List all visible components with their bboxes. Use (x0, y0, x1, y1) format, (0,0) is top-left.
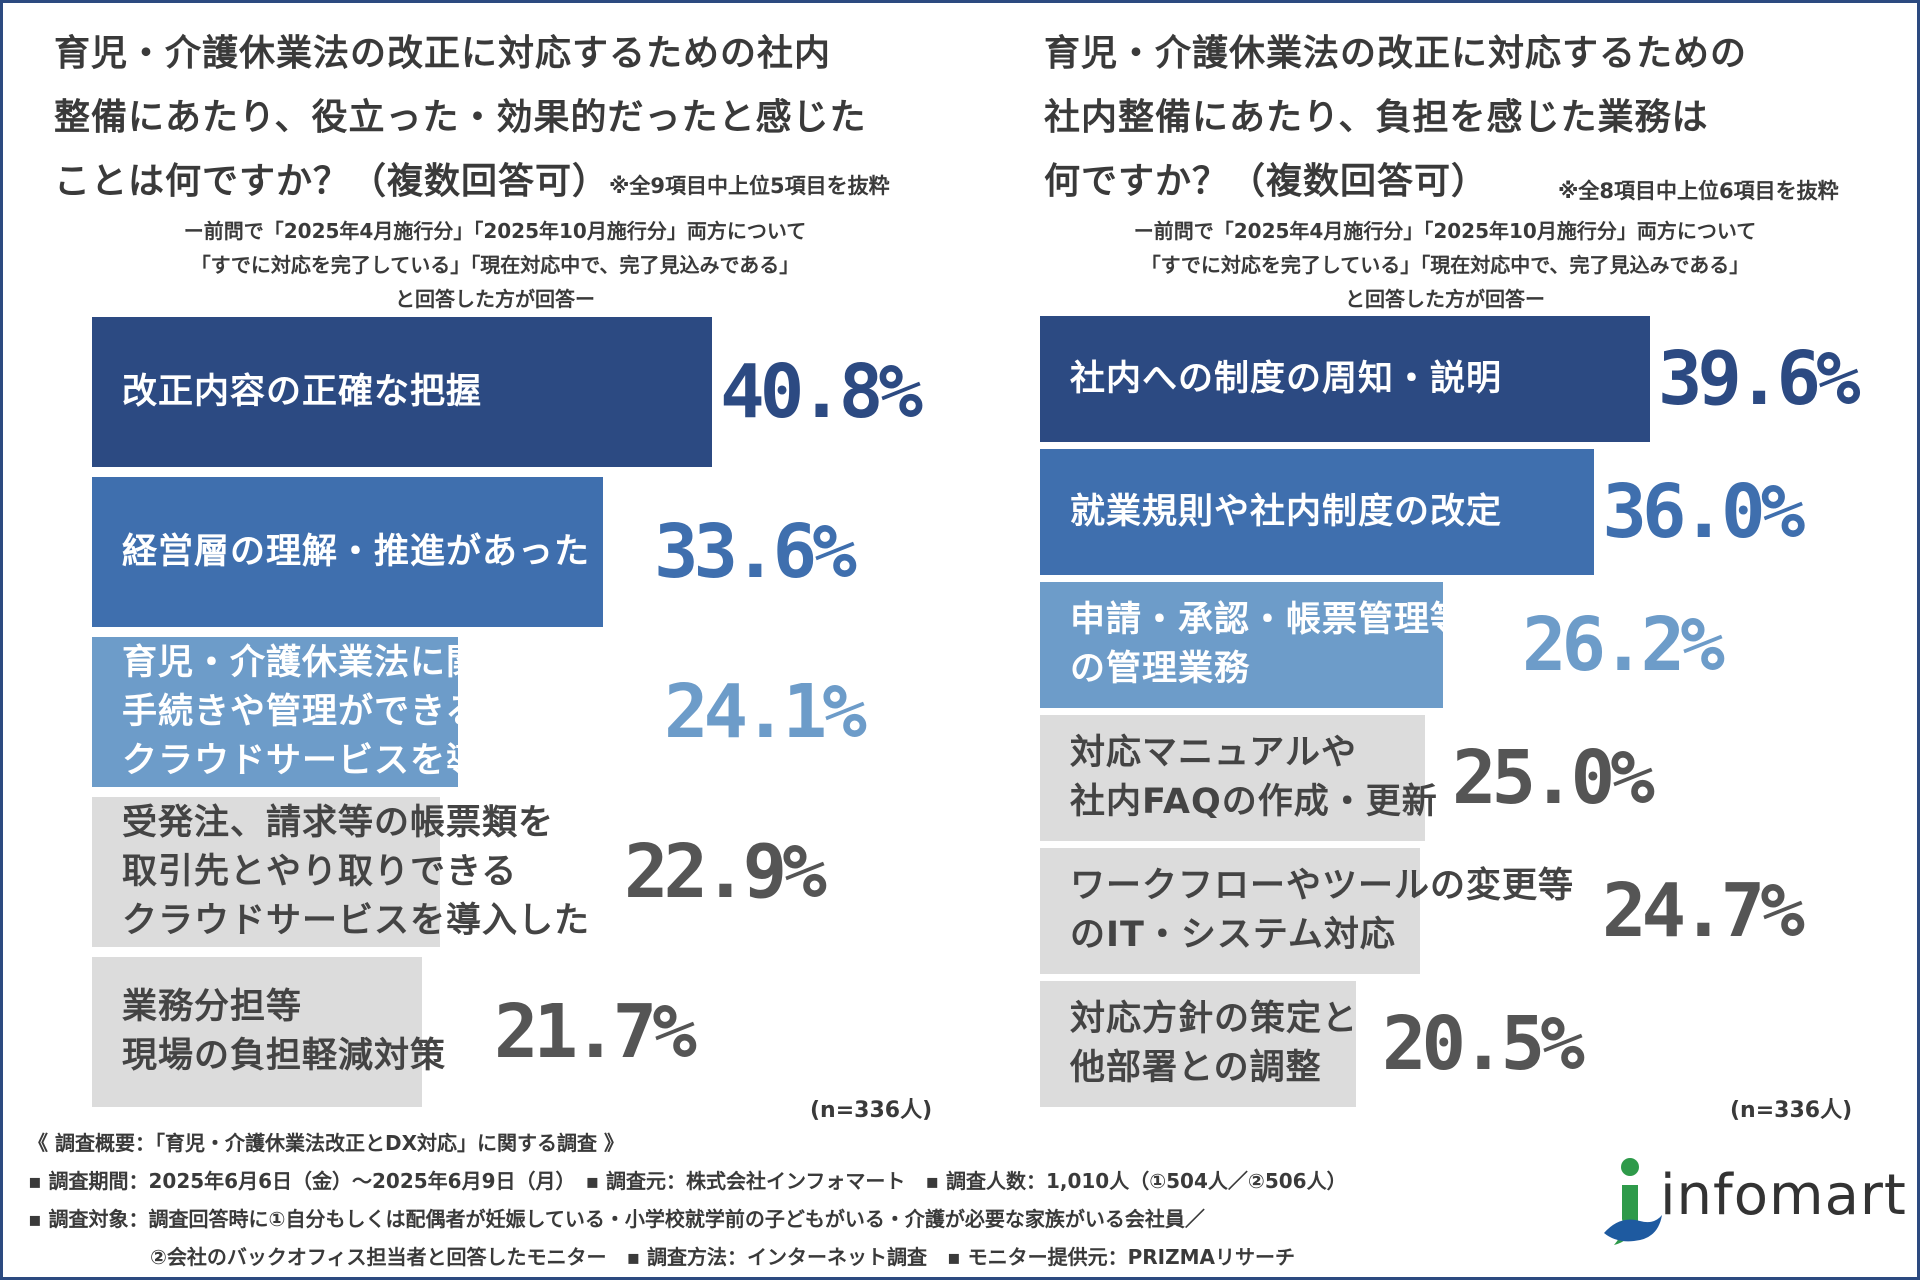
bar-value-label: 26.2% (1522, 602, 1725, 688)
bar-category-label: 対応マニュアルや 社内FAQの作成・更新 (1070, 733, 1438, 822)
right-subtitle-line-3: と回答した方が回答ー (1345, 287, 1545, 311)
bar-category-label: 受発注、請求等の帳票類を 取引先とやり取りできる クラウドサービスを導入した (122, 802, 591, 941)
bar-category-label: 申請・承認・帳票管理等 の管理業務 (1070, 600, 1467, 689)
bar-category-label: 対応方針の策定と 他部署との調整 (1070, 999, 1359, 1088)
bar (92, 317, 713, 467)
left-sample-size: (n=336人) (810, 1098, 933, 1123)
survey-summary-line-2: ▪ 調査対象：調査回答時に①自分もしくは配偶者が妊娠している・小学校就学前の子ど… (28, 1207, 1205, 1231)
bar-value-label: 33.6% (654, 509, 857, 595)
bar-category-label: 経営層の理解・推進があった (122, 531, 591, 572)
bar-category-label: 業務分担等 現場の負担軽減対策 (122, 987, 447, 1076)
infomart-logo (1604, 1158, 1662, 1245)
bar-value-label: 21.7% (494, 989, 697, 1075)
right-title-line-2: 社内整備にあたり、負担を感じた業務は (1044, 97, 1709, 138)
right-chart-title: 育児・介護休業法の改正に対応するための 社内整備にあたり、負担を感じた業務は 何… (1044, 22, 1904, 214)
logo-dot-icon (1621, 1158, 1639, 1176)
left-title-line-2: 整備にあたり、役立った・効果的だったと感じた (54, 97, 867, 138)
bar (1040, 316, 1650, 442)
survey-summary-line-3: ②会社のバックオフィス担当者と回答したモニター ▪ 調査方法：インターネット調査… (150, 1245, 1295, 1269)
bar (1040, 848, 1421, 974)
bar-category-label: 社内への制度の周知・説明 (1070, 358, 1503, 399)
bar-value-label: 36.0% (1602, 469, 1805, 555)
bar-value-label: 24.7% (1602, 868, 1805, 954)
bar (1040, 981, 1356, 1107)
right-subtitle: ー前問で「2025年4月施行分」「2025年10月施行分」両方について 「すでに… (1040, 214, 1850, 316)
logo-swoosh-icon (1604, 1215, 1662, 1242)
left-subtitle-line-3: と回答した方が回答ー (395, 287, 595, 311)
left-chart-title: 育児・介護休業法の改正に対応するための社内 整備にあたり、役立った・効果的だった… (54, 22, 994, 218)
left-note: ※全9項目中上位5項目を抜粋 (609, 174, 890, 198)
bar-value-label: 40.8% (720, 349, 923, 435)
bar-value-label: 20.5% (1382, 1001, 1585, 1087)
left-title-line-3-text: ことは何ですか？（複数回答可） (54, 161, 610, 202)
bar (92, 797, 441, 947)
bar-value-label: 39.6% (1657, 336, 1861, 422)
right-subtitle-line-1: ー前問で「2025年4月施行分」「2025年10月施行分」両方について (1133, 219, 1757, 243)
bar-category-label: ワークフローやツールの変更等 のIT・システム対応 (1070, 866, 1575, 955)
bar-value-label: 24.1% (664, 669, 867, 755)
bar-value-label: 22.9% (624, 829, 827, 915)
right-subtitle-line-2: 「すでに対応を完了している」「現在対応中で、完了見込みである」 (1140, 253, 1750, 277)
bar-value-label: 25.0% (1452, 735, 1655, 821)
bar-category-label: 育児・介護休業法に関する 手続きや管理ができる クラウドサービスを導入した (122, 642, 591, 781)
bar (92, 637, 459, 787)
left-subtitle: ー前問で「2025年4月施行分」「2025年10月施行分」両方について 「すでに… (90, 214, 900, 316)
logo-wordmark: infomart (1660, 1163, 1907, 1228)
right-sample-size: (n=336人) (1730, 1098, 1853, 1123)
bar (92, 957, 422, 1107)
bar (1040, 449, 1595, 575)
right-note: ※全8項目中上位6項目を抜粋 (1558, 179, 1839, 203)
bar (1040, 715, 1425, 841)
bar-category-label: 就業規則や社内制度の改定 (1070, 491, 1503, 532)
survey-summary-heading: 《 調査概要：「育児・介護休業法改正とDX対応」に関する調査 》 (28, 1131, 624, 1155)
right-title-line-1: 育児・介護休業法の改正に対応するための (1044, 33, 1748, 74)
bar-category-label: 改正内容の正確な把握 (122, 371, 483, 412)
bar (1040, 582, 1444, 708)
right-title-line-3: 何ですか？（複数回答可） (1044, 161, 1489, 202)
left-title-line-3: ことは何ですか？（複数回答可）※全9項目中上位5項目を抜粋 (54, 150, 994, 218)
left-title-line-1: 育児・介護休業法の改正に対応するための社内 (54, 33, 832, 74)
left-subtitle-line-2: 「すでに対応を完了している」「現在対応中で、完了見込みである」 (190, 253, 800, 277)
bar (92, 477, 603, 627)
left-subtitle-line-1: ー前問で「2025年4月施行分」「2025年10月施行分」両方について (183, 219, 807, 243)
survey-summary-line-1: ▪ 調査期間：2025年6月6日（金）～2025年6月9日（月） ▪ 調査元：株… (28, 1169, 1347, 1193)
